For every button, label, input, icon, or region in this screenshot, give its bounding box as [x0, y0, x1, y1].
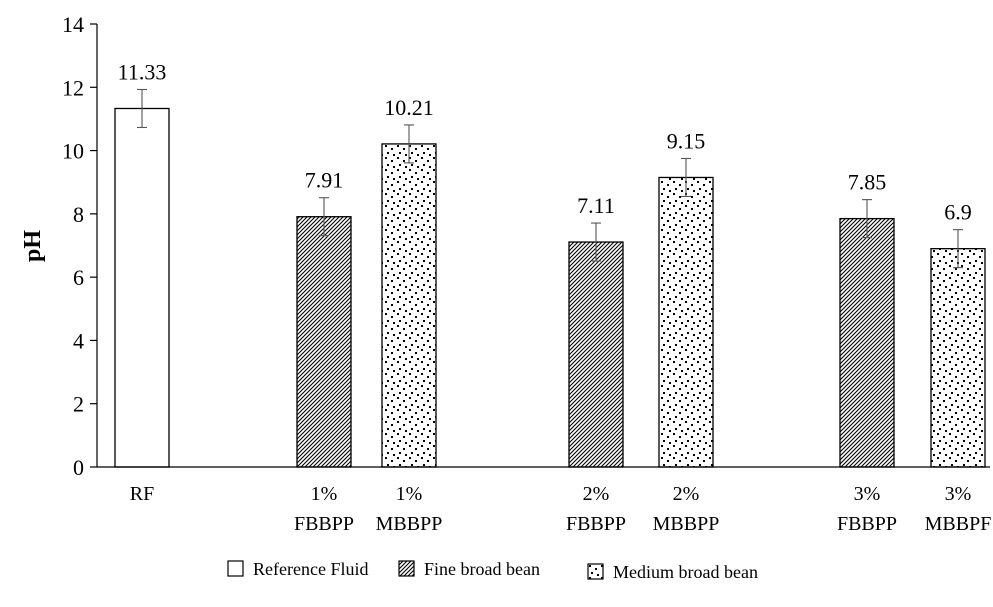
x-tick-label: MBBPF — [925, 513, 992, 535]
bar — [381, 143, 437, 468]
x-tick-label: MBBPP — [653, 513, 720, 535]
y-tick-label: 12 — [62, 75, 84, 100]
y-tick-label: 8 — [73, 202, 84, 227]
legend: Reference Fluid Fine broad bean Medium bro… — [227, 559, 758, 582]
data-label: 7.91 — [305, 168, 344, 193]
y-tick-label: 2 — [73, 392, 84, 417]
x-tick-label: 3% — [945, 483, 972, 505]
x-tick-label: FBBPP — [837, 513, 897, 535]
x-tick-label: FBBPP — [566, 513, 626, 535]
x-tick-label: FBBPP — [294, 513, 354, 535]
legend-swatch — [227, 560, 244, 577]
y-axis-label: pH — [20, 230, 46, 262]
bar — [296, 216, 352, 468]
y-tick-label: 14 — [62, 12, 84, 37]
y-axis: 0 2 4 6 8 10 12 14 — [62, 12, 98, 480]
data-label: 9.15 — [667, 128, 706, 153]
x-tick-label: 3% — [854, 483, 881, 505]
bar — [658, 176, 714, 468]
x-tick-label: 1% — [311, 483, 338, 505]
data-label: 11.33 — [118, 60, 167, 85]
data-label: 10.21 — [384, 95, 434, 120]
bars-group: 11.33 7.91 10.21 7.11 9.15 7.85 6.9 — [114, 60, 986, 468]
bar — [114, 107, 170, 468]
bar — [839, 217, 895, 468]
x-tick-label: 2% — [583, 483, 610, 505]
x-tick-label: 1% — [396, 483, 423, 505]
legend-swatch — [398, 560, 415, 577]
x-tick-label: RF — [130, 483, 154, 505]
x-tick-label: MBBPP — [376, 513, 443, 535]
legend-label: Medium broad bean — [613, 562, 758, 582]
bar — [568, 241, 624, 468]
y-tick-label: 0 — [73, 455, 84, 480]
y-tick-label: 10 — [62, 139, 84, 164]
bar — [930, 248, 986, 468]
data-label: 7.85 — [848, 170, 887, 195]
x-tick-label: 2% — [673, 483, 700, 505]
y-tick-label: 6 — [73, 265, 84, 290]
legend-label: Reference Fluid — [253, 559, 368, 579]
data-label: 7.11 — [577, 193, 615, 218]
data-label: 6.9 — [944, 200, 972, 225]
x-axis: RF 1% FBBPP 1% MBBPP 2% FBBPP 2% MBBPP 3% FBBPP 3% M… — [97, 466, 992, 535]
y-tick-label: 4 — [73, 328, 84, 353]
legend-label: Fine broad bean — [424, 559, 540, 579]
legend-swatch — [587, 563, 604, 580]
